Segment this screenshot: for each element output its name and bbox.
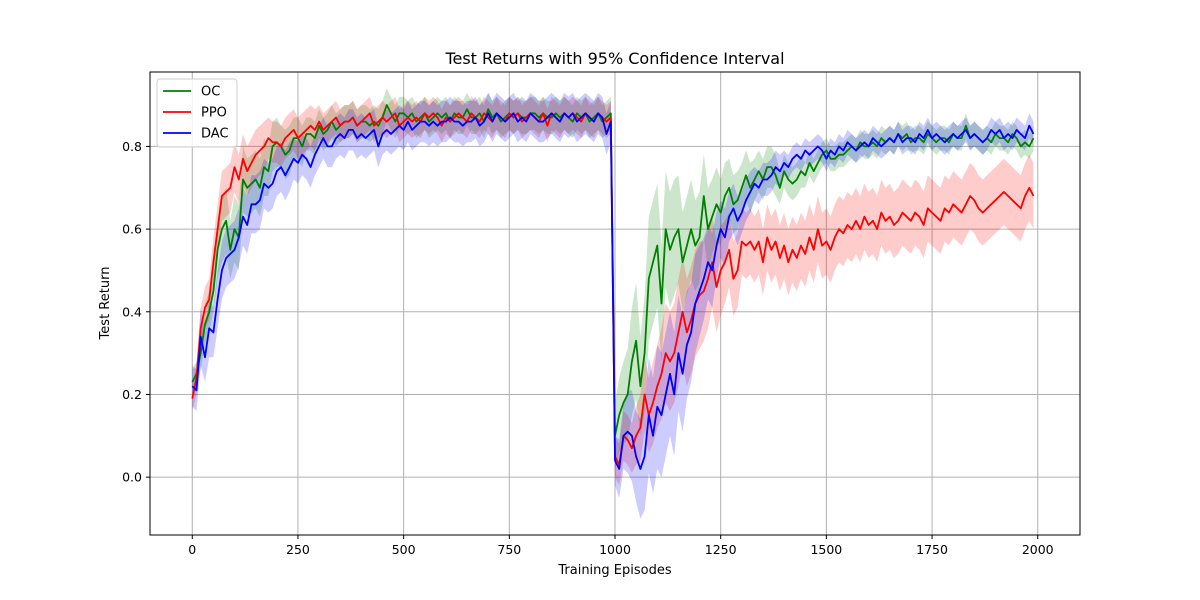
x-tick-label: 500 [392, 542, 416, 557]
x-axis-ticks: 0 250 500 750 1000 1250 1500 1750 2000 [188, 535, 1054, 557]
x-tick-label: 0 [188, 542, 196, 557]
chart-title: Test Returns with 95% Confidence Interva… [444, 49, 784, 68]
y-tick-label: 0.0 [122, 470, 142, 485]
y-tick-label: 0.2 [122, 387, 142, 402]
legend-label-ppo: PPO [201, 106, 227, 121]
dac-series-line [191, 112, 1035, 470]
series-lines [191, 104, 1035, 470]
y-tick-label: 0.4 [122, 304, 142, 319]
y-tick-label: 0.6 [122, 222, 142, 237]
legend-label-oc: OC [201, 85, 220, 100]
x-tick-label: 1500 [810, 542, 842, 557]
y-tick-label: 0.8 [122, 139, 142, 154]
x-tick-label: 250 [286, 542, 310, 557]
legend: OC PPO DAC [156, 78, 238, 148]
x-tick-label: 1750 [916, 542, 948, 557]
y-axis-ticks: 0.0 0.2 0.4 0.6 0.8 [122, 139, 150, 485]
x-tick-label: 1000 [599, 542, 631, 557]
x-tick-label: 2000 [1022, 542, 1054, 557]
legend-box [156, 78, 238, 148]
x-tick-label: 1250 [705, 542, 737, 557]
x-axis-label: Training Episodes [557, 563, 671, 578]
y-axis-label: Test Return [98, 267, 113, 341]
x-tick-label: 750 [497, 542, 521, 557]
legend-label-dac: DAC [201, 127, 229, 142]
